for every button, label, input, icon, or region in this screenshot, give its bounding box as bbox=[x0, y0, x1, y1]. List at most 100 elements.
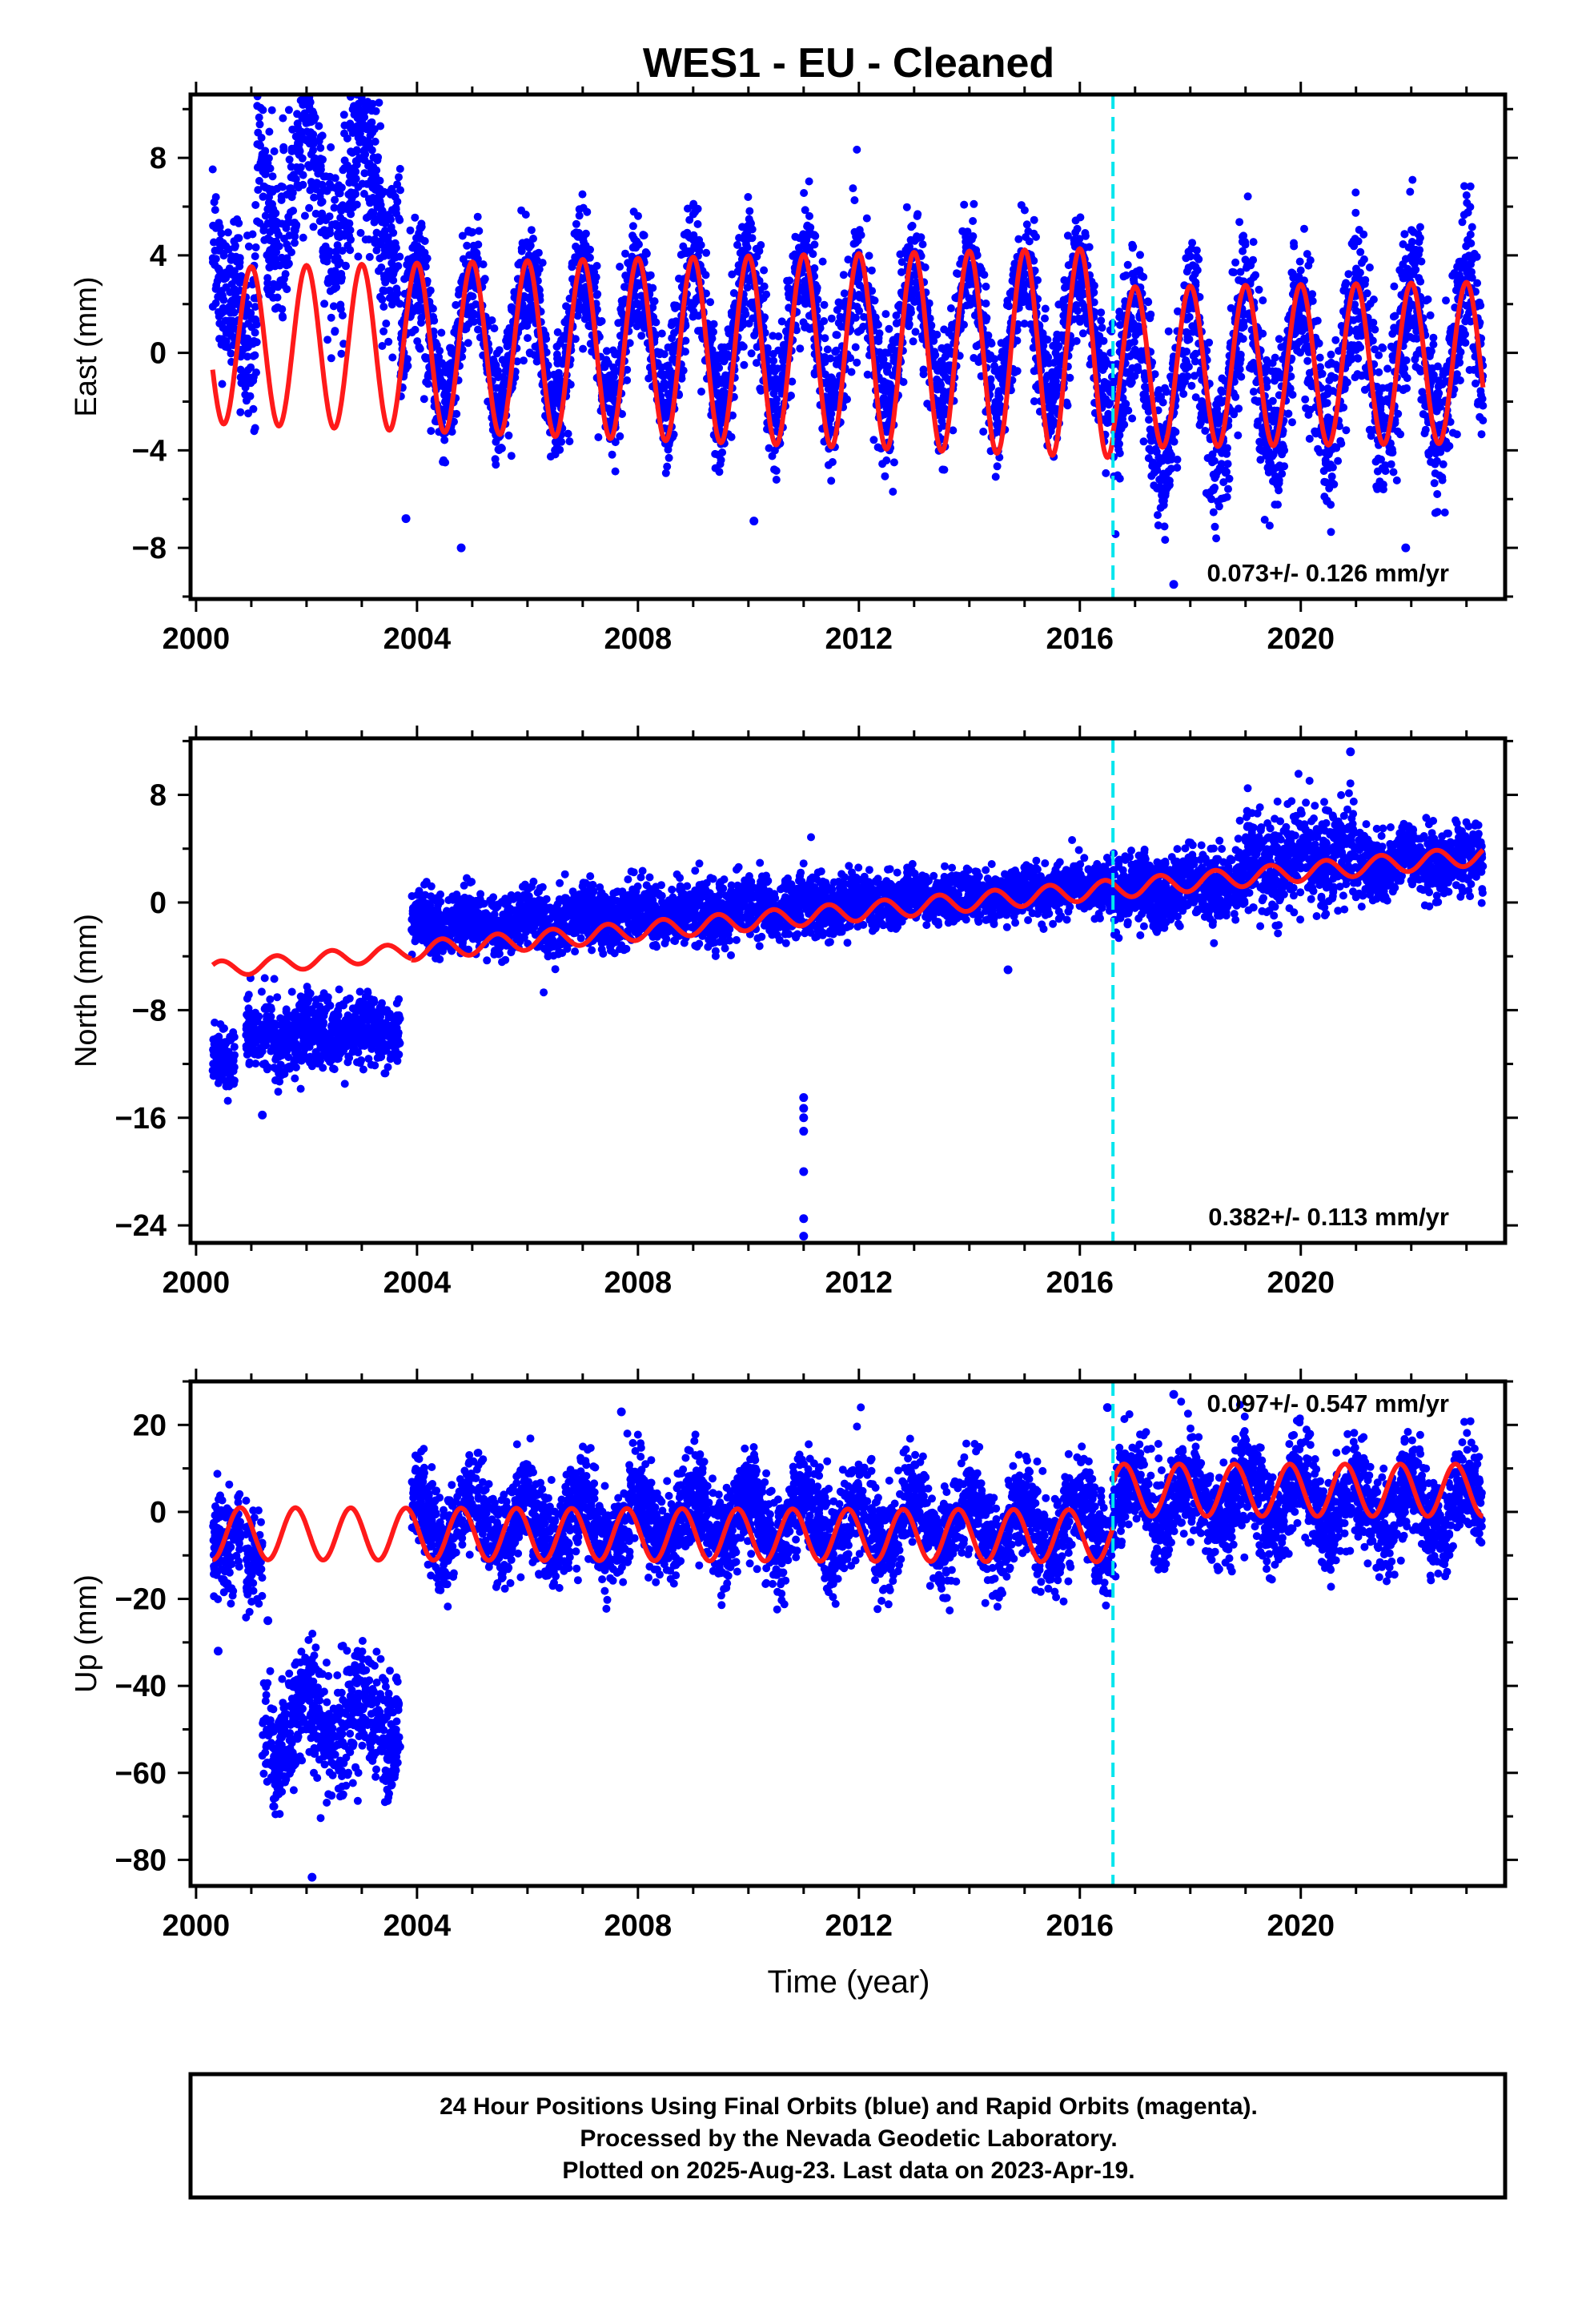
data-point bbox=[390, 247, 399, 255]
data-point bbox=[1305, 434, 1314, 443]
data-point bbox=[338, 231, 346, 239]
data-point bbox=[265, 290, 274, 299]
data-point bbox=[1351, 188, 1360, 197]
data-point bbox=[608, 450, 616, 459]
data-point bbox=[827, 314, 836, 323]
data-point bbox=[1081, 231, 1090, 240]
data-point bbox=[892, 319, 901, 328]
data-point bbox=[336, 213, 345, 222]
data-point bbox=[267, 262, 276, 271]
data-point bbox=[249, 404, 258, 413]
data-point bbox=[440, 383, 448, 392]
data-point bbox=[301, 77, 309, 85]
data-point bbox=[327, 143, 335, 151]
data-point bbox=[211, 299, 220, 308]
data-point bbox=[1212, 534, 1221, 543]
data-point bbox=[1050, 387, 1059, 396]
data-point bbox=[850, 196, 859, 204]
data-point bbox=[329, 302, 338, 311]
data-point bbox=[897, 258, 906, 267]
data-point bbox=[413, 250, 422, 259]
data-point bbox=[933, 364, 942, 373]
data-point bbox=[299, 69, 307, 77]
data-point bbox=[855, 226, 864, 235]
data-point bbox=[475, 227, 484, 235]
data-point bbox=[350, 111, 359, 119]
data-point bbox=[805, 324, 814, 333]
data-point bbox=[1058, 299, 1067, 308]
data-point bbox=[375, 197, 384, 206]
data-point bbox=[881, 472, 889, 480]
data-point bbox=[827, 391, 836, 400]
data-point bbox=[985, 355, 994, 364]
data-point bbox=[889, 458, 898, 467]
data-point bbox=[265, 219, 274, 228]
data-point bbox=[1223, 460, 1232, 468]
data-point bbox=[670, 328, 678, 337]
data-point bbox=[464, 227, 473, 235]
data-point bbox=[1356, 247, 1365, 256]
data-point bbox=[233, 215, 242, 223]
data-point bbox=[307, 74, 315, 82]
data-point bbox=[785, 293, 793, 302]
data-point bbox=[525, 348, 534, 357]
data-point bbox=[488, 316, 496, 324]
data-point bbox=[799, 318, 808, 327]
data-point bbox=[246, 392, 255, 400]
data-point bbox=[1290, 242, 1299, 251]
data-point bbox=[396, 164, 404, 173]
data-point bbox=[420, 248, 429, 257]
data-point bbox=[577, 246, 586, 255]
data-point bbox=[993, 462, 1002, 471]
data-point bbox=[796, 344, 805, 353]
data-point bbox=[468, 292, 477, 301]
data-point bbox=[291, 175, 300, 183]
data-point bbox=[287, 184, 295, 193]
data-point bbox=[254, 186, 263, 195]
data-point bbox=[756, 384, 765, 393]
data-point bbox=[237, 379, 246, 388]
data-point bbox=[361, 98, 369, 107]
data-point bbox=[849, 184, 857, 193]
data-point bbox=[308, 107, 317, 116]
data-point bbox=[1097, 316, 1106, 325]
data-point bbox=[271, 243, 279, 252]
data-point bbox=[1022, 220, 1031, 229]
data-point bbox=[752, 359, 761, 368]
data-point bbox=[628, 222, 637, 231]
data-point bbox=[892, 312, 901, 320]
data-point bbox=[853, 358, 861, 367]
data-point bbox=[1139, 437, 1148, 446]
data-point bbox=[391, 239, 400, 247]
data-point bbox=[1331, 336, 1340, 344]
data-point bbox=[259, 226, 268, 235]
data-point bbox=[311, 157, 320, 166]
data-point bbox=[810, 231, 818, 239]
data-point bbox=[369, 208, 378, 217]
data-point bbox=[869, 436, 878, 444]
data-point bbox=[231, 243, 239, 251]
data-point bbox=[472, 300, 480, 308]
data-point bbox=[526, 241, 535, 250]
data-point bbox=[305, 163, 314, 171]
data-point bbox=[358, 119, 367, 127]
data-point bbox=[342, 262, 350, 271]
data-point bbox=[227, 303, 236, 312]
data-point bbox=[689, 210, 697, 219]
data-point bbox=[364, 235, 373, 243]
data-point bbox=[208, 165, 217, 174]
data-point bbox=[1373, 467, 1382, 476]
data-point bbox=[299, 233, 307, 242]
data-point bbox=[379, 303, 388, 311]
data-point bbox=[244, 242, 253, 251]
data-point bbox=[953, 269, 961, 278]
data-point bbox=[373, 156, 382, 165]
data-point bbox=[306, 36, 314, 44]
data-point bbox=[824, 460, 833, 469]
data-point bbox=[227, 316, 236, 325]
data-point bbox=[256, 141, 264, 150]
data-point bbox=[990, 362, 999, 370]
data-point bbox=[1209, 508, 1218, 517]
data-point bbox=[745, 207, 754, 215]
data-point bbox=[1303, 356, 1312, 365]
